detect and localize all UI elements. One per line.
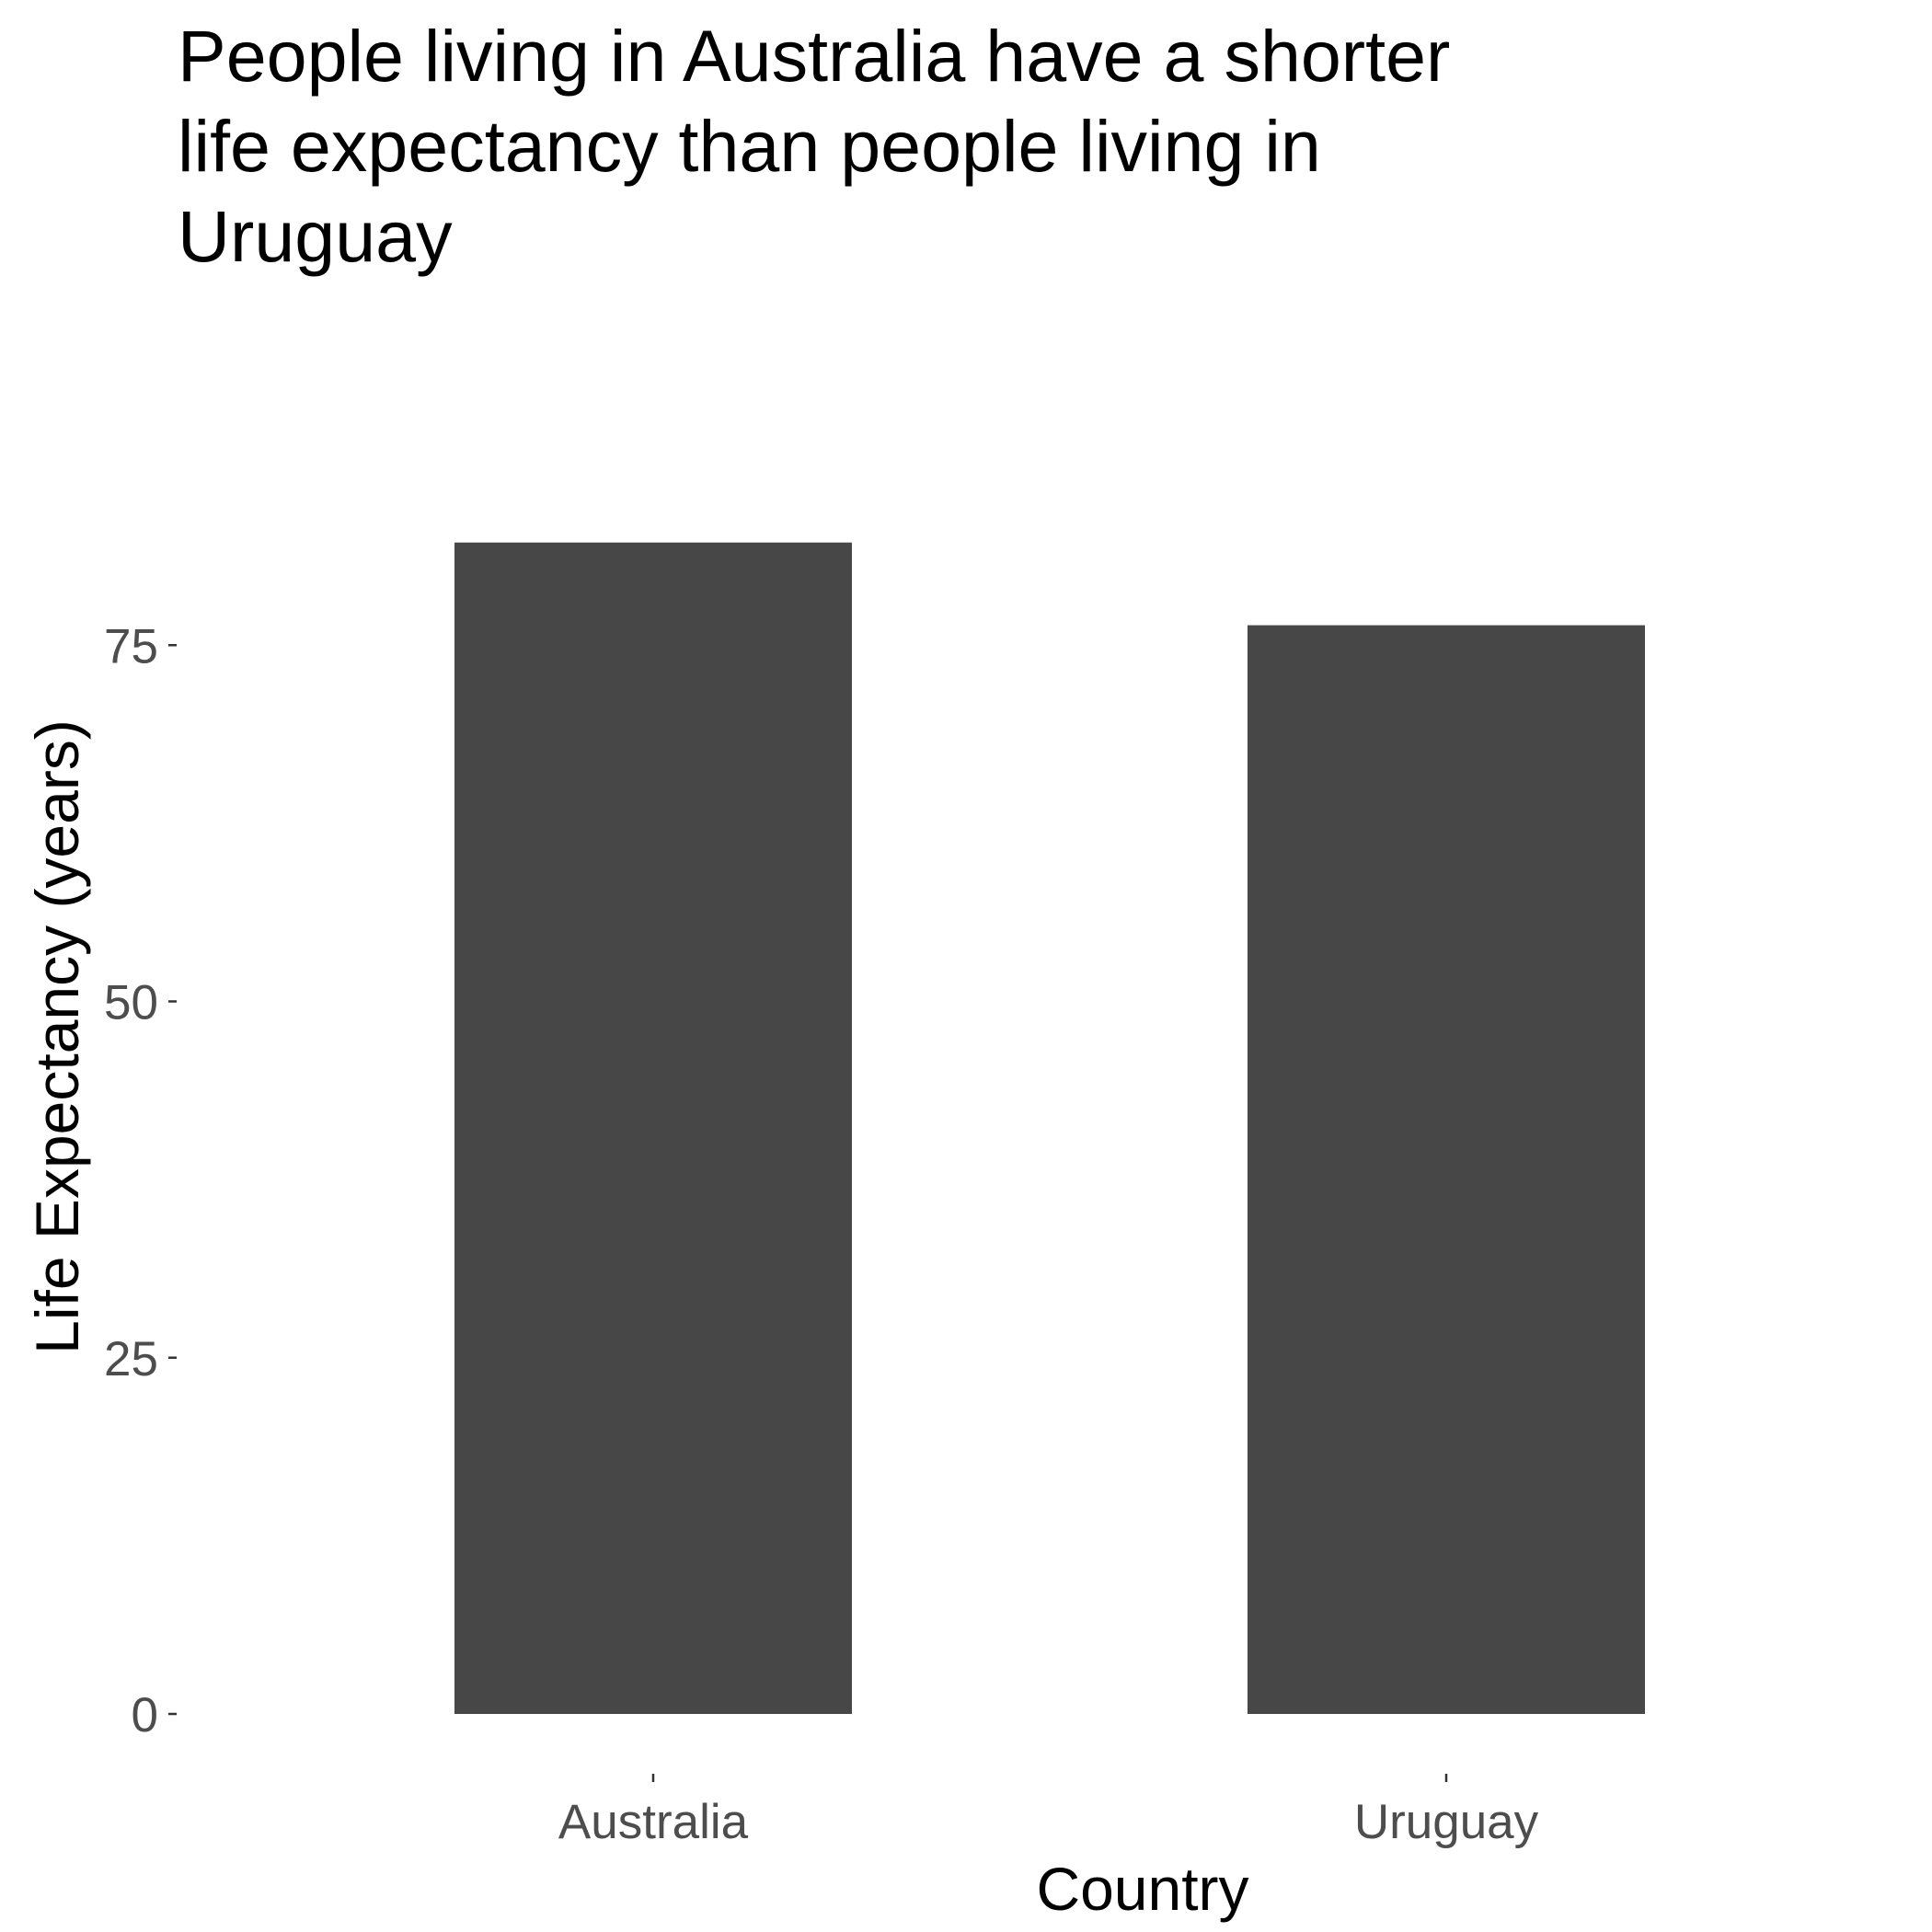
chart-title-line: life expectancy than people living in — [178, 105, 1321, 187]
y-tick-label: 0 — [132, 1688, 158, 1742]
y-tick-label: 50 — [104, 976, 158, 1030]
y-tick-label: 75 — [104, 619, 158, 673]
x-tick-label: Uruguay — [1354, 1795, 1539, 1849]
x-axis-title: Country — [1036, 1855, 1248, 1923]
chart-title: People living in Australia have a shorte… — [178, 15, 1450, 277]
x-tick-label: Australia — [558, 1795, 749, 1849]
bars — [454, 542, 1645, 1715]
chart-title-line: Uruguay — [178, 195, 453, 277]
y-tick-label: 25 — [104, 1332, 158, 1386]
bar-australia — [454, 542, 852, 1715]
y-axis-title: Life Expectancy (years) — [23, 719, 91, 1354]
chart-title-line: People living in Australia have a shorte… — [178, 15, 1450, 97]
bar-uruguay — [1248, 625, 1645, 1714]
x-axis: Australia Uruguay — [558, 1774, 1539, 1849]
y-axis: 0 25 50 75 — [104, 619, 177, 1742]
